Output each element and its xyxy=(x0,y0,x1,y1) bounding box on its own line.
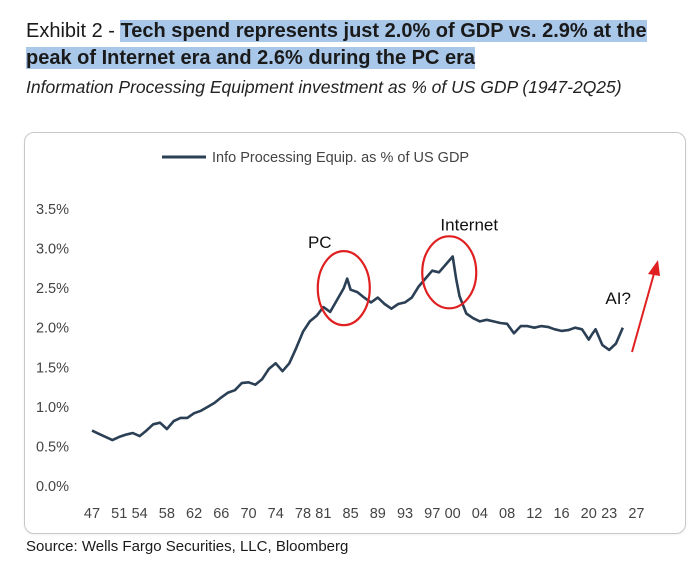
annotations: PC Internet AI? xyxy=(308,215,660,353)
x-tick-label: 27 xyxy=(628,506,644,522)
x-tick-label: 04 xyxy=(472,506,488,522)
chart-title: Exhibit 2 - Tech spend represents just 2… xyxy=(26,18,686,72)
x-tick-label: 89 xyxy=(370,506,386,522)
y-tick-label: 2.0% xyxy=(36,321,69,337)
x-tick-label: 74 xyxy=(268,506,284,522)
x-tick-label: 93 xyxy=(397,506,413,522)
x-tick-label: 97 xyxy=(424,506,440,522)
x-tick-label: 16 xyxy=(553,506,569,522)
internet-circle xyxy=(421,235,478,310)
pc-circle xyxy=(316,250,371,327)
x-tick-label: 85 xyxy=(343,506,359,522)
legend-entry: Info Processing Equip. as % of US GDP xyxy=(212,150,469,166)
pc-label: PC xyxy=(308,233,332,252)
source-note: Source: Wells Fargo Securities, LLC, Blo… xyxy=(26,538,349,555)
y-tick-label: 3.0% xyxy=(36,242,69,258)
x-tick-label: 08 xyxy=(499,506,515,522)
ai-arrow xyxy=(631,269,656,353)
x-tick-label: 66 xyxy=(213,506,229,522)
x-axis: 47 51 54 58 62 66 70 74 78 81 85 89 93 97 00 04 08 12 16 20… xyxy=(84,506,645,522)
x-tick-label: 54 xyxy=(132,506,148,522)
series-line xyxy=(91,255,624,442)
internet-label: Internet xyxy=(440,215,498,234)
y-tick-label: 2.5% xyxy=(36,281,69,297)
x-tick-label: 23 xyxy=(601,506,617,522)
x-tick-label: 12 xyxy=(526,506,542,522)
x-tick-label: 78 xyxy=(295,506,311,522)
x-tick-label: 47 xyxy=(84,506,100,522)
legend: Info Processing Equip. as % of US GDP xyxy=(162,150,469,166)
y-tick-label: 1.0% xyxy=(36,400,69,416)
x-tick-label: 62 xyxy=(186,506,202,522)
y-axis: 0.0% 0.5% 1.0% 1.5% 2.0% 2.5% 3.0% 3.5% xyxy=(36,202,69,495)
series-group xyxy=(91,255,624,442)
y-tick-label: 3.5% xyxy=(36,202,69,218)
x-tick-label: 20 xyxy=(581,506,597,522)
exhibit-label: Exhibit 2 - xyxy=(26,20,121,42)
x-tick-label: 81 xyxy=(315,506,331,522)
x-tick-label: 58 xyxy=(159,506,175,522)
chart-frame xyxy=(24,132,686,534)
ai-label: AI? xyxy=(605,289,631,308)
chart-subtitle: Information Processing Equipment investm… xyxy=(26,77,622,97)
y-tick-label: 0.5% xyxy=(36,439,69,455)
ai-arrowhead xyxy=(648,260,660,276)
y-tick-label: 1.5% xyxy=(36,360,69,376)
x-tick-label: 00 xyxy=(445,506,461,522)
y-tick-label: 0.0% xyxy=(36,479,69,495)
x-tick-label: 51 xyxy=(111,506,127,522)
x-tick-label: 70 xyxy=(240,506,256,522)
